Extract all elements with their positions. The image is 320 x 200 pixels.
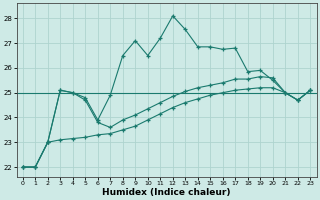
X-axis label: Humidex (Indice chaleur): Humidex (Indice chaleur)	[102, 188, 231, 197]
